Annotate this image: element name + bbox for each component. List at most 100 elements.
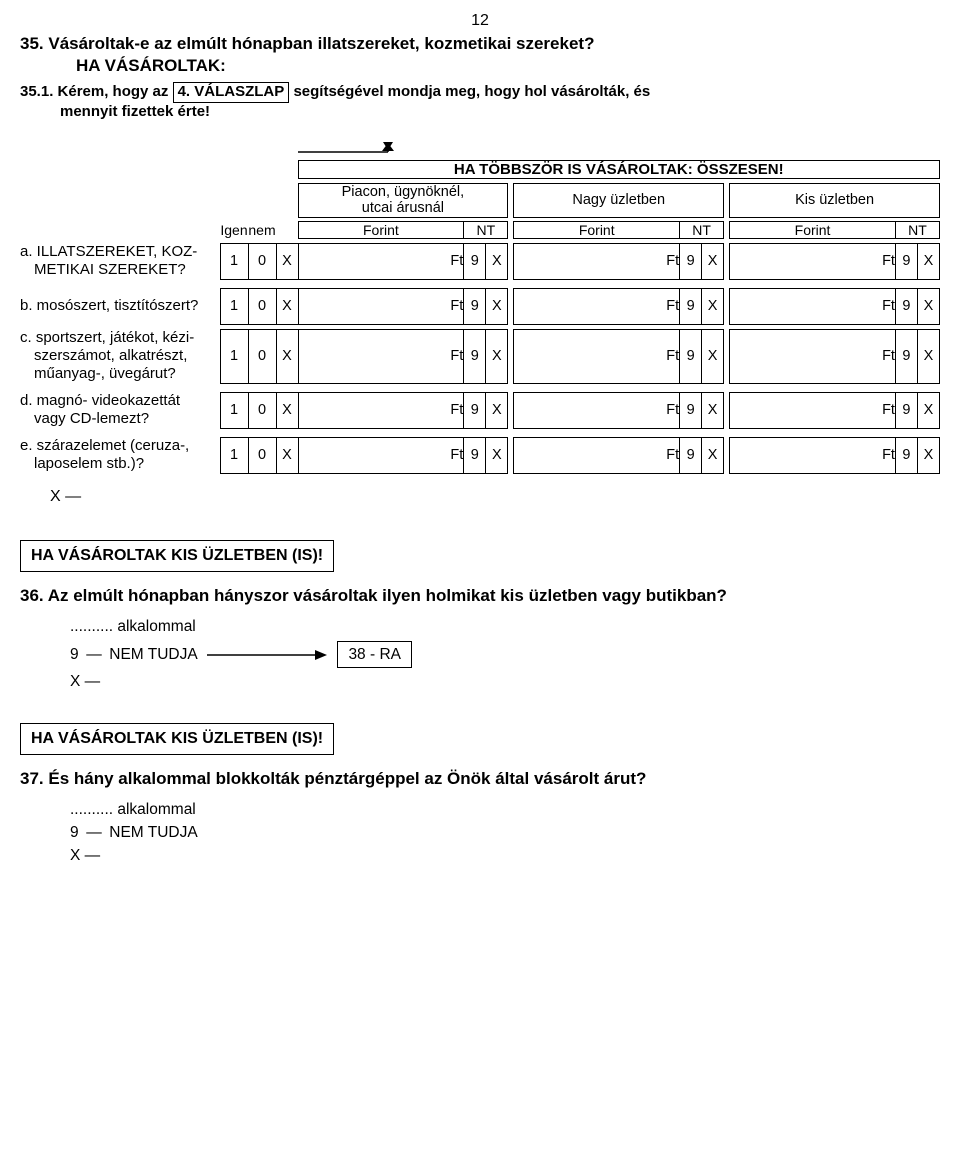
row-d-9-1[interactable]: 9 <box>464 392 486 428</box>
hdr-forint-3: Forint <box>730 221 896 238</box>
row-e-9-1[interactable]: 9 <box>464 437 486 473</box>
row-c-x-2[interactable]: X <box>702 329 724 383</box>
q37-answers: .......... alkalommal 9 — NEM TUDJA X — <box>70 801 940 865</box>
row-b-9-2[interactable]: 9 <box>680 288 702 324</box>
row-c-x-1[interactable]: X <box>486 329 508 383</box>
row-b-label: b. mosószert, tisztítószert? <box>20 288 220 324</box>
row-e-ft3[interactable]: Ft <box>730 437 896 473</box>
row-c-x-3[interactable]: X <box>917 329 939 383</box>
box-kis-uzlet-1: HA VÁSÁROLTAK KIS ÜZLETBEN (IS)! <box>20 540 334 572</box>
row-e-ft1[interactable]: Ft <box>298 437 464 473</box>
hdr-nt-3: NT <box>895 221 939 238</box>
row-b-9-1[interactable]: 9 <box>464 288 486 324</box>
row-e-igen[interactable]: 1 <box>220 437 248 473</box>
col-kis: Kis üzletben <box>730 183 940 217</box>
row-d-ft3[interactable]: Ft <box>730 392 896 428</box>
q37-nt-code: 9 <box>70 824 79 841</box>
row-b-x-1[interactable]: X <box>486 288 508 324</box>
row-d-igen[interactable]: 1 <box>220 392 248 428</box>
row-e-x-2[interactable]: X <box>702 437 724 473</box>
q36-nt-label: NEM TUDJA <box>109 646 197 663</box>
row-b-ft1[interactable]: Ft <box>298 288 464 324</box>
row-d-x-2[interactable]: X <box>702 392 724 428</box>
col-piacon: Piacon, ügynöknél, utcai árusnál <box>298 183 508 217</box>
row-c-igen[interactable]: 1 <box>220 329 248 383</box>
row-c-9-3[interactable]: 9 <box>895 329 917 383</box>
hdr-nem: nem <box>248 221 276 238</box>
row-d-ft2[interactable]: Ft <box>514 392 680 428</box>
col-nagy: Nagy üzletben <box>514 183 724 217</box>
hdr-nt-2: NT <box>680 221 724 238</box>
row-b-x-2[interactable]: X <box>702 288 724 324</box>
row-a-x0[interactable]: X <box>276 243 298 279</box>
row-a-x-1[interactable]: X <box>486 243 508 279</box>
row-a-9-3[interactable]: 9 <box>895 243 917 279</box>
row-b-ft3[interactable]: Ft <box>730 288 896 324</box>
row-d-9-3[interactable]: 9 <box>895 392 917 428</box>
row-d-x0[interactable]: X <box>276 392 298 428</box>
col-piacon-l1: Piacon, ügynöknél, <box>342 184 465 200</box>
q36-title: 36. Az elmúlt hónapban hányszor vásárolt… <box>20 586 940 606</box>
row-a-nem[interactable]: 0 <box>248 243 276 279</box>
q351-line2: mennyit fizettek érte! <box>60 103 210 120</box>
row-a-igen[interactable]: 1 <box>220 243 248 279</box>
row-e-x-3[interactable]: X <box>917 437 939 473</box>
arrow-right-icon <box>207 649 327 661</box>
q36-x: X — <box>70 673 940 691</box>
row-c-x0[interactable]: X <box>276 329 298 383</box>
row-e-9-3[interactable]: 9 <box>895 437 917 473</box>
col-piacon-l2: utcai árusnál <box>362 200 444 216</box>
q351-box: 4. VÁLASZLAP <box>173 82 290 103</box>
hdr-forint-2: Forint <box>514 221 680 238</box>
row-c-nem[interactable]: 0 <box>248 329 276 383</box>
row-a-x-2[interactable]: X <box>702 243 724 279</box>
row-c-ft1[interactable]: Ft <box>298 329 464 383</box>
hdr-igen: Igen <box>220 221 248 238</box>
row-b-ft2[interactable]: Ft <box>514 288 680 324</box>
q36-dots[interactable]: .......... alkalommal <box>70 618 940 636</box>
row-e-9-2[interactable]: 9 <box>680 437 702 473</box>
lone-x: X — <box>50 488 940 506</box>
q36-nt-code: 9 <box>70 646 79 663</box>
row-e-ft2[interactable]: Ft <box>514 437 680 473</box>
row-a-9-1[interactable]: 9 <box>464 243 486 279</box>
q351-post: segítségével mondja meg, hogy hol vásáro… <box>293 83 650 100</box>
row-e-x0[interactable]: X <box>276 437 298 473</box>
row-a-x-3[interactable]: X <box>917 243 939 279</box>
row-d-9-2[interactable]: 9 <box>680 392 702 428</box>
q36-skip-box: 38 - RA <box>337 641 412 668</box>
q37-x: X — <box>70 847 940 865</box>
q37-nt-label: NEM TUDJA <box>109 824 197 841</box>
page-number: 12 <box>20 12 940 30</box>
row-b-x-3[interactable]: X <box>917 288 939 324</box>
row-d-nem[interactable]: 0 <box>248 392 276 428</box>
row-b-x0[interactable]: X <box>276 288 298 324</box>
row-a-ft2[interactable]: Ft <box>514 243 680 279</box>
grid-header-wide: HA TÖBBSZÖR IS VÁSÁROLTAK: ÖSSZESEN! <box>298 160 940 178</box>
row-b-nem[interactable]: 0 <box>248 288 276 324</box>
q36-answers: .......... alkalommal 9 — NEM TUDJA 38 -… <box>70 618 940 691</box>
row-c-ft2[interactable]: Ft <box>514 329 680 383</box>
row-a-9-2[interactable]: 9 <box>680 243 702 279</box>
row-c-label: c. sportszert, játékot, kézi- szerszámot… <box>20 329 220 383</box>
q37-title: 37. És hány alkalommal blokkolták pénztá… <box>20 769 940 789</box>
row-d-label: d. magnó- videokazettát vagy CD-lemezt? <box>20 392 220 428</box>
row-d-ft1[interactable]: Ft <box>298 392 464 428</box>
row-b-9-3[interactable]: 9 <box>895 288 917 324</box>
row-e-x-1[interactable]: X <box>486 437 508 473</box>
box-kis-uzlet-2: HA VÁSÁROLTAK KIS ÜZLETBEN (IS)! <box>20 723 334 755</box>
row-c-9-2[interactable]: 9 <box>680 329 702 383</box>
row-d-x-3[interactable]: X <box>917 392 939 428</box>
row-c-9-1[interactable]: 9 <box>464 329 486 383</box>
q35-title: 35. Vásároltak-e az elmúlt hónapban illa… <box>20 34 940 54</box>
row-c-ft3[interactable]: Ft <box>730 329 896 383</box>
row-a-label: a. ILLATSZEREKET, KOZ- METIKAI SZEREKET? <box>20 243 220 279</box>
row-a-ft1[interactable]: Ft <box>298 243 464 279</box>
row-a-ft3[interactable]: Ft <box>730 243 896 279</box>
row-d-x-1[interactable]: X <box>486 392 508 428</box>
row-b-igen[interactable]: 1 <box>220 288 248 324</box>
q35-sub: HA VÁSÁROLTAK: <box>76 56 940 76</box>
q351-pre: 35.1. Kérem, hogy az <box>20 83 168 100</box>
q37-dots[interactable]: .......... alkalommal <box>70 801 940 819</box>
row-e-nem[interactable]: 0 <box>248 437 276 473</box>
